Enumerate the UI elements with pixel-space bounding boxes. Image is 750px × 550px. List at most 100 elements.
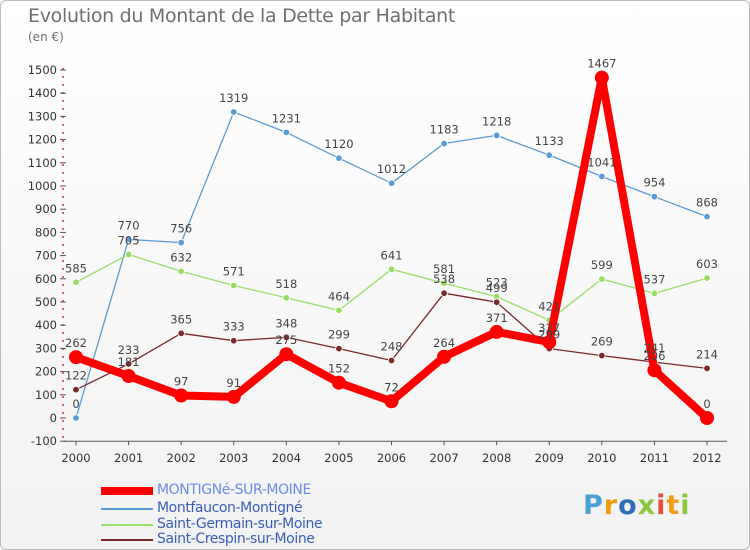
data-point	[69, 350, 83, 365]
legend-swatch-montfaucon	[101, 508, 153, 510]
data-point	[279, 347, 294, 362]
data-label: 1012	[377, 162, 406, 176]
data-point	[703, 274, 711, 282]
data-point	[598, 275, 606, 283]
data-label: 1319	[219, 91, 248, 105]
y-tick-label: -100	[31, 434, 57, 448]
data-point	[335, 344, 343, 353]
data-label: 365	[170, 312, 192, 326]
x-tick-label: 2009	[535, 451, 564, 465]
legend-swatch-saint-germain	[101, 524, 153, 526]
legend-item-montigne: MONTIGNé-SUR-MOINE	[101, 482, 401, 499]
data-label: 275	[275, 333, 297, 347]
data-label: 214	[696, 347, 718, 361]
y-tick-label: 100	[35, 388, 57, 402]
data-label: 705	[118, 233, 140, 247]
data-point	[230, 281, 238, 290]
data-point	[492, 298, 501, 306]
y-tick-label: 1500	[28, 63, 57, 77]
data-label: 0	[703, 397, 710, 411]
legend-swatch-saint-crespin	[101, 539, 153, 541]
data-label: 122	[65, 369, 87, 383]
legend-label-saint-germain: Saint-Germain-sur-Moine	[157, 516, 323, 532]
data-label: 632	[170, 250, 192, 264]
y-tick-label: 500	[35, 295, 57, 309]
data-label: 571	[223, 265, 245, 279]
data-point	[124, 360, 133, 368]
x-tick-label: 2000	[61, 451, 90, 465]
data-point	[598, 172, 606, 181]
data-point	[440, 279, 448, 287]
y-tick-label: 400	[35, 318, 57, 332]
x-tick-label: 2003	[219, 451, 248, 465]
data-point	[703, 212, 711, 221]
data-label: 868	[696, 196, 718, 210]
data-point	[545, 151, 553, 159]
data-label: 262	[65, 336, 87, 350]
data-label: 181	[118, 355, 140, 369]
data-point	[282, 294, 291, 302]
data-label: 1120	[324, 137, 353, 151]
y-tick-label: 1200	[28, 133, 57, 147]
data-point	[650, 289, 659, 298]
data-label: 97	[174, 374, 189, 388]
data-label: 371	[486, 311, 508, 325]
proxiti-logo: Proxiti	[583, 490, 691, 521]
data-label: 464	[328, 289, 350, 303]
data-point	[282, 333, 291, 341]
x-tick-label: 2004	[272, 451, 301, 465]
data-point	[542, 335, 557, 350]
data-label: 523	[486, 276, 508, 290]
data-point	[335, 306, 343, 315]
data-point	[72, 278, 80, 286]
data-label: 299	[538, 328, 560, 342]
data-label: 1041	[587, 155, 616, 169]
data-label: 327	[538, 321, 560, 335]
data-point	[387, 265, 396, 273]
y-tick-label: 600	[35, 272, 57, 286]
data-label: 348	[275, 316, 297, 330]
y-tick-label: 1000	[28, 179, 57, 193]
y-tick-label: 1100	[28, 156, 57, 170]
chart-unit: (en €)	[28, 30, 64, 44]
data-point	[121, 369, 136, 384]
data-label: 585	[65, 261, 87, 275]
data-point	[331, 375, 346, 390]
data-point	[703, 364, 711, 373]
data-label: 1467	[587, 57, 616, 71]
legend-label-montfaucon: Montfaucon-Montigné	[157, 500, 303, 516]
legend-item-saint-crespin: Saint-Crespin-sur-Moine	[101, 531, 401, 548]
data-label: 599	[591, 258, 613, 272]
data-label: 581	[433, 262, 455, 276]
legend-label-montigne: MONTIGNé-SUR-MOINE	[157, 482, 311, 498]
y-tick-label: 1300	[28, 109, 57, 123]
data-point	[230, 108, 238, 116]
data-label: 603	[696, 257, 718, 271]
data-point	[492, 131, 501, 140]
legend-label-saint-crespin: Saint-Crespin-sur-Moine	[157, 531, 315, 547]
data-point	[72, 414, 80, 422]
data-label: 770	[118, 218, 140, 232]
data-label: 269	[591, 335, 613, 349]
data-point	[598, 351, 606, 360]
legend-item-saint-germain: Saint-Germain-sur-Moine	[101, 516, 401, 533]
data-label: 152	[328, 362, 350, 376]
data-label: 206	[643, 349, 665, 363]
x-tick-label: 2010	[587, 451, 616, 465]
data-label: 756	[170, 222, 192, 236]
data-label: 1183	[429, 123, 458, 137]
data-label: 1231	[272, 111, 301, 125]
x-tick-label: 2005	[324, 451, 353, 465]
data-point	[177, 238, 185, 247]
data-label: 954	[643, 176, 665, 190]
y-tick-label: 900	[35, 202, 57, 216]
data-label: 333	[223, 320, 245, 334]
chart-title: Evolution du Montant de la Dette par Hab…	[28, 5, 456, 27]
data-label: 1133	[535, 134, 564, 148]
data-label: 91	[226, 376, 241, 390]
x-tick-label: 2011	[640, 451, 669, 465]
data-point	[647, 363, 662, 378]
data-point	[650, 192, 659, 201]
y-tick-label: 800	[35, 225, 57, 239]
x-tick-label: 2006	[377, 451, 406, 465]
